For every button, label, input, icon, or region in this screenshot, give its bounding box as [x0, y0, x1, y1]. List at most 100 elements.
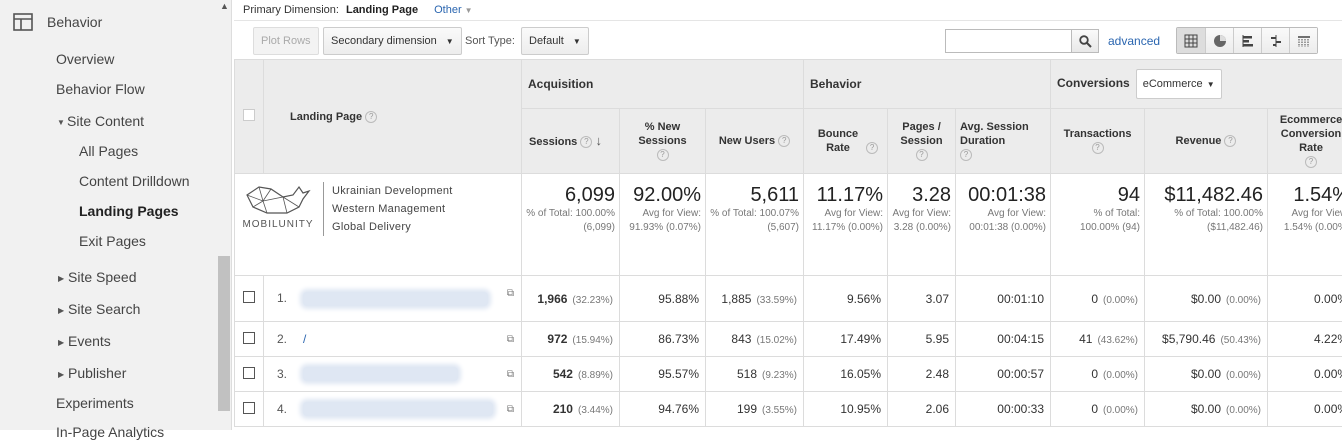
primary-dimension-other[interactable]: Other ▼ [434, 4, 473, 16]
new-users-cell: 518(9.23%) [706, 357, 804, 392]
sidebar-item-in-page-analytics[interactable]: In-Page Analytics [56, 424, 164, 440]
col-header-pages-session[interactable]: Pages / Session? [888, 109, 956, 174]
sessions-cell: 972(15.94%) [522, 322, 620, 357]
col-header-avg-session-duration[interactable]: Avg. Session Duration ? [956, 109, 1051, 174]
ecommerce-conversion-rate-cell: 0.00% [1268, 392, 1342, 427]
sidebar-item-overview[interactable]: Overview [56, 51, 114, 67]
sidebar-section-behavior[interactable]: Behavior [13, 13, 102, 31]
blurred-url[interactable] [303, 367, 458, 381]
avg-session-duration-cell: 00:04:15 [956, 322, 1051, 357]
primary-dimension-label: Primary Dimension: [243, 4, 339, 16]
sidebar-item-events[interactable]: ▶Events [58, 333, 111, 349]
help-icon[interactable]: ? [365, 111, 377, 123]
landing-page-cell[interactable]: 1.⧉ [264, 276, 522, 322]
table-row: 3.⧉ 542(8.89%) 95.57% 518(9.23%) 16.05% … [235, 357, 1342, 392]
transactions-cell: 0(0.00%) [1051, 276, 1145, 322]
bounce-rate-cell: 9.56% [804, 276, 888, 322]
advanced-filter-link[interactable]: advanced [1108, 34, 1160, 48]
sidebar-item-landing-pages[interactable]: Landing Pages [79, 203, 179, 219]
col-header-transactions[interactable]: Transactions? [1051, 109, 1145, 174]
sidebar-item-behavior-flow[interactable]: Behavior Flow [56, 81, 145, 97]
sessions-cell: 542(8.89%) [522, 357, 620, 392]
sort-type-dropdown[interactable]: Default▼ [521, 27, 589, 55]
col-header-landing-page[interactable]: Landing Page ? [264, 60, 522, 174]
scrollbar-thumb[interactable] [218, 256, 230, 411]
col-header-ecommerce-conversion-rate[interactable]: Ecommerce Conversion Rate ? [1268, 109, 1342, 174]
landing-page-link[interactable]: / [303, 332, 306, 346]
sidebar-item-publisher[interactable]: ▶Publisher [58, 365, 126, 381]
blurred-url[interactable] [303, 402, 493, 416]
bar-icon[interactable] [1233, 28, 1261, 53]
sidebar-item-site-search[interactable]: ▶Site Search [58, 301, 140, 317]
pivot-icon[interactable] [1289, 28, 1317, 53]
sidebar-item-content-drilldown[interactable]: Content Drilldown [79, 173, 190, 189]
help-icon[interactable]: ? [1224, 135, 1236, 147]
revenue-cell: $5,790.46(50.43%) [1145, 322, 1268, 357]
table-icon[interactable] [1177, 28, 1205, 53]
sidebar-scrollbar[interactable]: ▲ [217, 0, 231, 430]
help-icon[interactable]: ? [1092, 142, 1104, 154]
row-checkbox[interactable] [243, 367, 255, 379]
ecommerce-conversion-rate-cell: 0.00% [1268, 276, 1342, 322]
table-search-input[interactable] [945, 29, 1072, 53]
group-acquisition: Acquisition [522, 60, 804, 109]
triangle-right-icon: ▶ [58, 306, 67, 315]
open-external-icon[interactable]: ⧉ [507, 369, 514, 380]
help-icon[interactable]: ? [580, 136, 592, 148]
chevron-down-icon: ▼ [446, 37, 454, 46]
search-button[interactable] [1071, 29, 1099, 53]
brand-tagline: Global Delivery [332, 218, 453, 236]
new-users-cell: 199(3.55%) [706, 392, 804, 427]
help-icon[interactable]: ? [960, 149, 972, 161]
primary-dimension-value[interactable]: Landing Page [346, 4, 418, 16]
blurred-url[interactable] [303, 292, 488, 306]
landing-page-cell[interactable]: 2./⧉ [264, 322, 522, 357]
row-select-cell [235, 322, 264, 357]
col-header-revenue[interactable]: Revenue ? [1145, 109, 1268, 174]
sidebar-item-exit-pages[interactable]: Exit Pages [79, 233, 146, 249]
bounce-rate-cell: 10.95% [804, 392, 888, 427]
help-icon[interactable]: ? [866, 142, 878, 154]
row-checkbox[interactable] [243, 332, 255, 344]
sidebar-item-site-speed[interactable]: ▶Site Speed [58, 269, 137, 285]
open-external-icon[interactable]: ⧉ [507, 404, 514, 415]
sidebar-item-site-content[interactable]: ▼Site Content [57, 113, 144, 129]
help-icon[interactable]: ? [916, 149, 928, 161]
comparison-icon[interactable] [1261, 28, 1289, 53]
col-header-sessions[interactable]: Sessions ? ↓ [522, 109, 620, 174]
pie-icon[interactable] [1205, 28, 1233, 53]
new-sessions-cell: 95.88% [620, 276, 706, 322]
col-header-new-sessions[interactable]: % New Sessions? [620, 109, 706, 174]
help-icon[interactable]: ? [1305, 156, 1317, 168]
view-switcher [1176, 27, 1318, 54]
avg-session-duration-cell: 00:01:10 [956, 276, 1051, 322]
row-checkbox[interactable] [243, 402, 255, 414]
landing-page-cell[interactable]: 4.⧉ [264, 392, 522, 427]
open-external-icon[interactable]: ⧉ [507, 334, 514, 345]
sidebar-item-experiments[interactable]: Experiments [56, 395, 134, 411]
help-icon[interactable]: ? [657, 149, 669, 161]
scroll-up-icon[interactable]: ▲ [220, 1, 229, 11]
col-header-new-users[interactable]: New Users ? [706, 109, 804, 174]
sidebar-item-all-pages[interactable]: All Pages [79, 143, 138, 159]
col-header-bounce-rate[interactable]: Bounce Rate ? [804, 109, 888, 174]
row-select-cell [235, 357, 264, 392]
explorer-table: Landing Page ? Acquisition Behavior Conv… [234, 59, 1342, 427]
select-all-checkbox[interactable] [243, 109, 255, 121]
bounce-rate-cell: 17.49% [804, 322, 888, 357]
landing-page-cell[interactable]: 3.⧉ [264, 357, 522, 392]
conversion-type-dropdown[interactable]: eCommerce▼ [1136, 69, 1222, 99]
open-external-icon[interactable]: ⧉ [507, 288, 514, 299]
avg-session-duration-cell: 00:00:33 [956, 392, 1051, 427]
new-users-cell: 1,885(33.59%) [706, 276, 804, 322]
plot-rows-button[interactable]: Plot Rows [253, 27, 319, 55]
secondary-dimension-dropdown[interactable]: Secondary dimension▼ [323, 27, 462, 55]
transactions-cell: 0(0.00%) [1051, 357, 1145, 392]
pages-session-cell: 2.48 [888, 357, 956, 392]
sort-arrow-down-icon: ↓ [595, 133, 602, 148]
bounce-rate-cell: 16.05% [804, 357, 888, 392]
help-icon[interactable]: ? [778, 135, 790, 147]
row-checkbox[interactable] [243, 291, 255, 303]
table-row: 1.⧉ 1,966(32.23%) 95.88% 1,885(33.59%) 9… [235, 276, 1342, 322]
report-toolbar: Plot Rows Secondary dimension▼ Sort Type… [234, 20, 1342, 58]
